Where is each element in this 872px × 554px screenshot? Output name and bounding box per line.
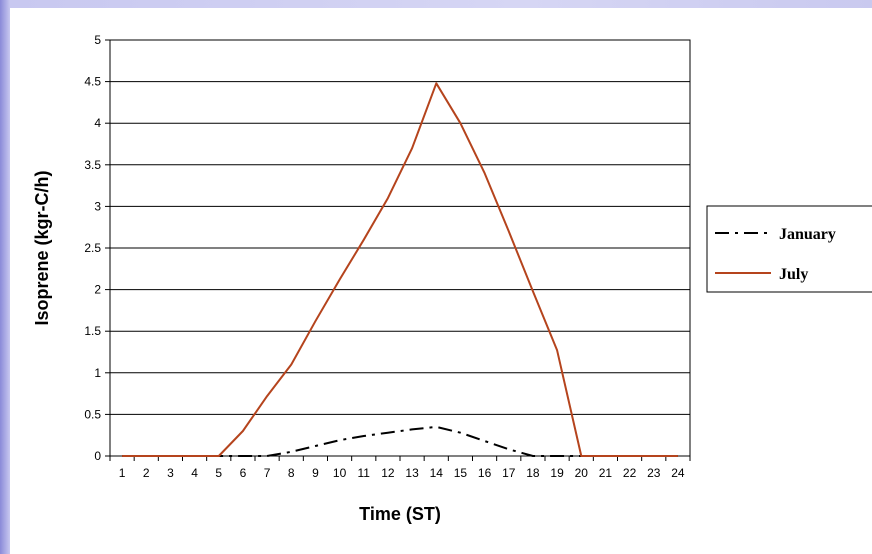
x-tick-label: 21 [599,466,613,480]
y-tick-label: 3.5 [84,158,101,172]
series-line-july [122,82,678,457]
x-tick-label: 22 [623,466,637,480]
line-chart: 00.511.522.533.544.551 2 3 4 5 6 7 8 9 10 11 12 13 14… [32,33,872,524]
x-tick-label: 16 [478,466,492,480]
series-lines [122,82,678,457]
x-tick-label: 4 [191,466,198,480]
y-tick-label: 0 [94,449,101,463]
chart-area: 0 0.5 1 1.5 2 2.5 3 3.5 4 4.5 5 1 2 3 4 5 6 7 8 9 10 11 12 13 14… [10,8,872,554]
gridlines [110,81,690,415]
x-tick-label: 7 [264,466,271,480]
y-tick-label: 1 [94,366,101,380]
x-tick-label: 23 [647,466,661,480]
x-tick-label: 15 [454,466,468,480]
x-tick-label: 11 [358,466,371,480]
y-tick-label: 1.5 [84,324,101,338]
x-tick-label: 12 [381,466,395,480]
y-tick-label: 4 [94,116,101,130]
x-tick-label: 2 [143,466,150,480]
y-tick-label: 2.5 [84,241,101,255]
legend: January July [706,205,872,293]
y-tick-label: 4.5 [84,75,101,89]
series-line-january [122,425,678,457]
legend-label-january: January [779,226,836,243]
x-tick-label: 9 [312,466,319,480]
y-tick-label: 0.5 [84,407,101,421]
x-tick-label: 13 [405,466,419,480]
x-tick-label: 6 [240,466,247,480]
axis-ticks: 00.511.522.533.544.551 2 3 4 5 6 7 8 9 10 11 12 13 14… [84,33,691,480]
x-tick-label: 3 [167,466,174,480]
x-axis-title: Time (ST) [359,504,441,524]
x-tick-label: 1 [119,466,126,480]
x-tick-label: 8 [288,466,295,480]
x-tick-label: 10 [333,466,347,480]
x-tick-label: 17 [502,466,516,480]
x-tick-label: 5 [215,466,222,480]
x-tick-label: 18 [526,466,540,480]
x-tick-label: 14 [430,466,444,480]
y-tick-label: 5 [94,33,101,47]
y-tick-label: 2 [94,283,101,297]
x-tick-label: 19 [550,466,564,480]
x-tick-label: 20 [575,466,589,480]
legend-box [706,205,872,293]
y-tick-label: 3 [94,199,101,213]
x-tick-label: 24 [671,466,685,480]
legend-label-july: July [779,266,808,283]
y-axis-title: Isoprene (kgr-C/h) [32,170,52,325]
